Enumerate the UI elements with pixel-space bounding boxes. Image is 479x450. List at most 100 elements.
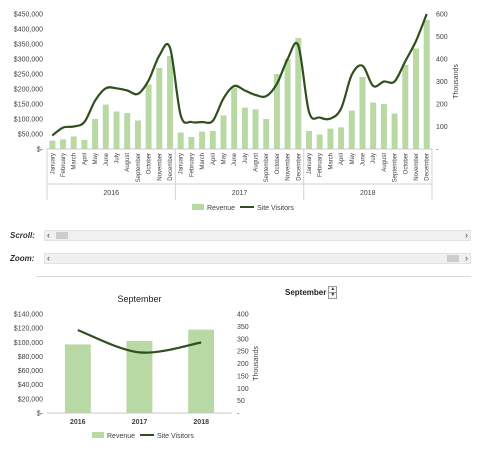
revenue-bar: [156, 68, 163, 149]
revenue-bar: [423, 20, 430, 149]
y-right-axis-label: Thousands: [453, 64, 460, 99]
revenue-bar: [252, 109, 259, 149]
y-right-tick-label: 400: [237, 312, 249, 319]
month-tick-label: February: [61, 153, 67, 177]
legend-revenue-label: Revenue: [107, 433, 135, 440]
scroll-thumb[interactable]: [56, 232, 68, 239]
month-tick-label: May: [93, 153, 99, 164]
revenue-bar: [209, 131, 216, 149]
month-tick-label: April: [211, 153, 217, 165]
month-tick-label: March: [200, 153, 206, 170]
y-right-tick-label: 200: [237, 361, 249, 368]
revenue-bar: [145, 84, 152, 149]
revenue-bar: [188, 329, 215, 413]
revenue-bar: [134, 120, 141, 149]
month-tick-label: January: [50, 153, 56, 174]
y-right-axis-label: Thousands: [253, 346, 260, 381]
revenue-bar: [102, 104, 109, 149]
monthly-revenue-visitors-chart: $- $50,000 $100,000 $150,000 $200,000 $250,00…: [14, 12, 460, 213]
year-label: 2018: [360, 190, 376, 197]
legend-revenue-label: Revenue: [207, 205, 235, 212]
revenue-bar: [220, 115, 227, 149]
revenue-bar: [113, 111, 120, 149]
legend-visitors-label: Site Visitors: [157, 433, 194, 440]
legend-visitors-label: Site Visitors: [257, 205, 294, 212]
revenue-bar: [263, 119, 270, 149]
month-tick-label: March: [328, 153, 334, 170]
y-right-tick-label: 600: [436, 12, 448, 19]
revenue-bar: [49, 140, 56, 149]
month-tick-label: June: [361, 152, 367, 166]
zoom-label: Zoom:: [10, 254, 35, 263]
revenue-bar: [81, 140, 88, 149]
month-tick-label: November: [286, 153, 292, 181]
month-tick-label: March: [72, 153, 78, 170]
revenue-bar: [295, 38, 302, 149]
chart-legend: Revenue Site Visitors: [92, 432, 194, 440]
month-tick-label: September: [393, 153, 399, 182]
zoom-right-arrow-icon[interactable]: ›: [465, 253, 468, 263]
month-tick-label: April: [82, 153, 88, 165]
revenue-bar: [241, 107, 248, 149]
y-left-tick-label: $150,000: [14, 102, 43, 109]
month-tick-label: June: [232, 152, 238, 166]
revenue-bar: [370, 102, 377, 149]
y-left-tick-label: $40,000: [18, 382, 43, 389]
scroll-left-arrow-icon[interactable]: ‹: [47, 230, 50, 240]
zoom-control: Zoom: ‹ ›: [0, 252, 479, 266]
y-left-tick-label: $120,000: [14, 326, 43, 333]
month-tick-label: July: [371, 153, 377, 164]
y-right-tick-label: -: [237, 411, 240, 418]
y-right-tick-label: 100: [237, 386, 249, 393]
y-right-tick-label: 300: [237, 336, 249, 343]
y-right-tick-label: 500: [436, 34, 448, 41]
revenue-bar: [177, 132, 184, 149]
zoom-left-arrow-icon[interactable]: ‹: [47, 253, 50, 263]
month-tick-label: October: [147, 153, 153, 174]
revenue-bar: [124, 113, 131, 149]
year-tick-label: 2016: [70, 419, 86, 426]
revenue-bar: [338, 127, 345, 149]
y-left-tick-label: $100,000: [14, 340, 43, 347]
month-tick-label: December: [296, 153, 302, 181]
month-tick-label: June: [104, 152, 110, 166]
revenue-bar: [284, 59, 291, 149]
month-tick-label: October: [403, 153, 409, 174]
month-tick-label: July: [243, 153, 249, 164]
y-right-tick-label: 150: [237, 373, 249, 380]
revenue-bar: [199, 131, 206, 149]
section-divider: [36, 276, 471, 277]
zoom-thumb[interactable]: [447, 255, 459, 262]
y-right-tick-label: 300: [436, 79, 448, 86]
month-tick-label: August: [382, 153, 388, 172]
y-left-tick-label: $20,000: [18, 396, 43, 403]
revenue-bar: [359, 77, 366, 149]
chart-legend: Revenue Site Visitors: [192, 204, 294, 212]
month-tick-label: May: [222, 153, 228, 164]
spinner-down-icon[interactable]: ▼: [330, 292, 336, 298]
year-tick-label: 2017: [132, 419, 148, 426]
year-label: 2017: [232, 190, 248, 197]
legend-revenue-swatch: [92, 432, 104, 438]
revenue-bar: [92, 119, 99, 149]
year-label: 2016: [103, 190, 119, 197]
scroll-right-arrow-icon[interactable]: ›: [465, 230, 468, 240]
month-spinner: September ▲ ▼: [283, 286, 338, 299]
chart-title: September: [117, 294, 161, 304]
revenue-bar: [402, 65, 409, 149]
scroll-bar[interactable]: ‹ ›: [44, 230, 471, 241]
y-left-tick-label: $300,000: [14, 57, 43, 64]
revenue-bar: [60, 139, 66, 149]
y-left-tick-label: $80,000: [18, 354, 43, 361]
y-right-tick-label: -: [436, 147, 439, 154]
y-left-tick-label: $-: [37, 147, 44, 154]
revenue-bar: [167, 56, 173, 149]
revenue-bar: [380, 104, 387, 149]
y-left-tick-label: $50,000: [18, 132, 43, 139]
y-right-tick-label: 400: [436, 57, 448, 64]
revenue-bar: [413, 48, 419, 149]
revenue-bar: [231, 87, 238, 149]
zoom-bar[interactable]: ‹ ›: [44, 253, 471, 264]
spinner-up-icon[interactable]: ▲: [329, 286, 337, 293]
month-tick-label: October: [275, 153, 281, 174]
